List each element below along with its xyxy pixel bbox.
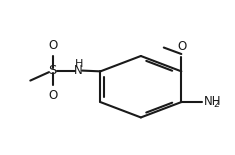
Text: S: S (48, 64, 57, 77)
Text: N: N (74, 64, 83, 77)
Text: O: O (48, 40, 57, 52)
Text: NH: NH (204, 95, 222, 108)
Text: O: O (48, 89, 57, 102)
Text: 2: 2 (213, 100, 219, 109)
Text: H: H (74, 59, 83, 69)
Text: O: O (177, 40, 186, 53)
